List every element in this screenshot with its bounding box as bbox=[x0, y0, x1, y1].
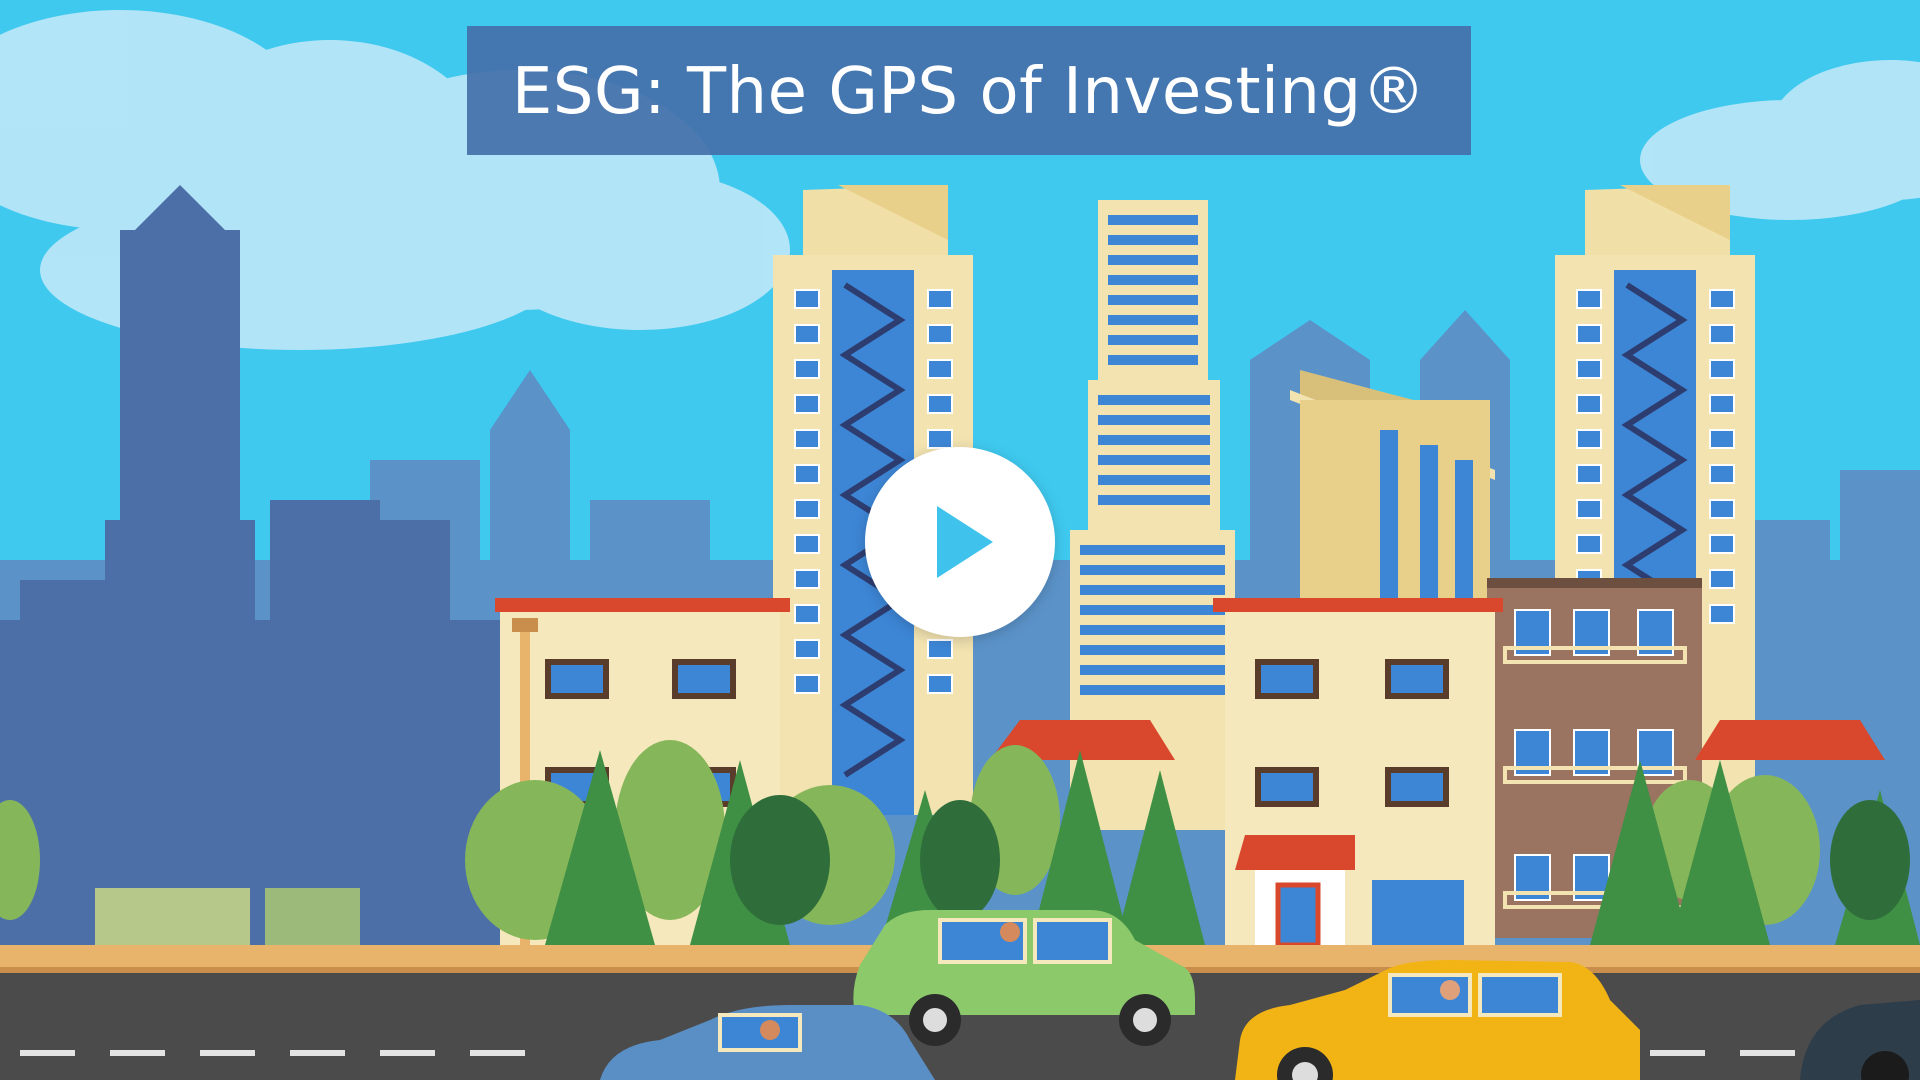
play-icon bbox=[937, 506, 993, 578]
building-slanted bbox=[1290, 370, 1495, 610]
skyline-front bbox=[0, 185, 520, 950]
car-blue bbox=[600, 1005, 935, 1080]
car-yellow bbox=[1235, 960, 1640, 1080]
tower-center bbox=[1070, 200, 1235, 830]
small-roofs bbox=[990, 720, 1885, 760]
play-button[interactable] bbox=[865, 447, 1055, 637]
trees bbox=[0, 740, 1920, 945]
car-green bbox=[853, 910, 1195, 1046]
video-title: ESG: The GPS of Investing® bbox=[511, 54, 1427, 129]
low-blocks bbox=[95, 888, 360, 945]
car-dark bbox=[1800, 1000, 1920, 1080]
title-banner: ESG: The GPS of Investing® bbox=[467, 26, 1471, 155]
house-right bbox=[1213, 598, 1503, 948]
